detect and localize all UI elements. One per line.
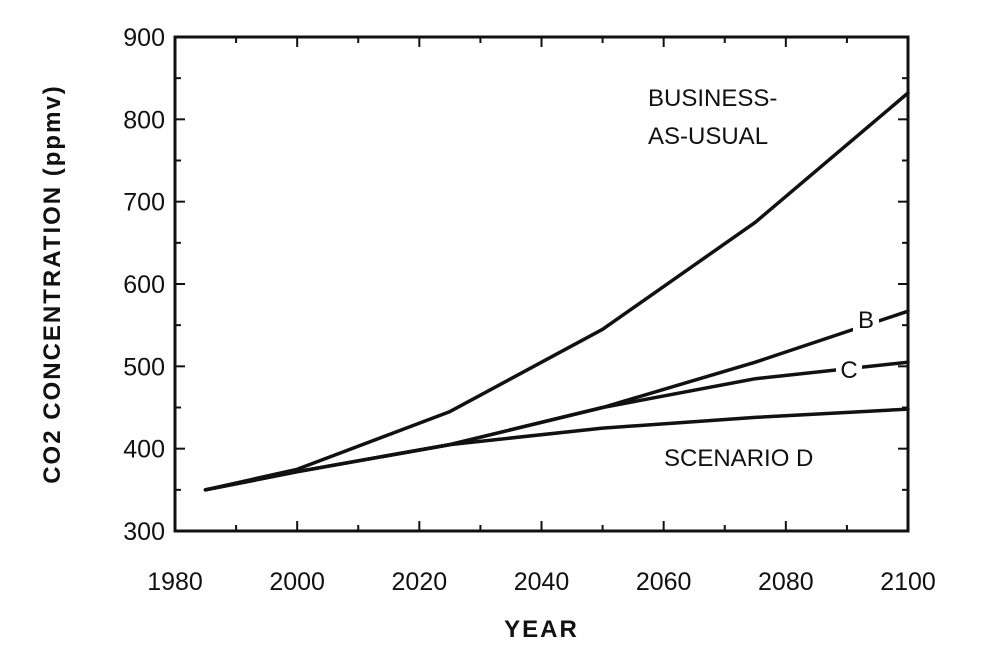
x-axis-title: YEAR xyxy=(504,616,579,643)
y-tick-label: 600 xyxy=(123,271,165,299)
series-line-scenario-d xyxy=(203,407,910,492)
x-tick-label: 2100 xyxy=(880,568,936,596)
series-line-business-as-usual xyxy=(203,91,910,492)
series-layer xyxy=(203,91,910,492)
x-tick-label: 2080 xyxy=(758,568,814,596)
annotation-bau2: AS-USUAL xyxy=(648,123,768,150)
ticks-layer: 300 400 500 600 700 800 900 1980 2000 2020 2040 206… xyxy=(123,24,936,596)
x-tick-label: 1980 xyxy=(147,568,203,596)
label-knockout xyxy=(836,358,862,388)
annotation-bau1: BUSINESS- xyxy=(648,85,777,112)
annotation-c: C xyxy=(840,357,857,384)
x-tick-label: 2060 xyxy=(636,568,692,596)
y-tick-label: 300 xyxy=(123,518,165,546)
annotation-d: SCENARIO D xyxy=(664,445,813,472)
label-knockout xyxy=(853,308,879,338)
y-tick-label: 700 xyxy=(123,189,165,217)
x-tick-label: 2040 xyxy=(514,568,570,596)
y-axis-title: CO2 CONCENTRATION (ppmv) xyxy=(39,84,66,484)
labels-layer: BUSINESS- AS-USUAL BC SCENARIO D xyxy=(648,85,879,472)
y-tick-label: 400 xyxy=(123,436,165,464)
x-tick-label: 2020 xyxy=(392,568,448,596)
plot-frame xyxy=(173,35,910,533)
annotation-b: B xyxy=(858,307,874,334)
x-tick-label: 2000 xyxy=(269,568,325,596)
y-tick-label: 900 xyxy=(123,24,165,52)
y-tick-label: 500 xyxy=(123,353,165,381)
y-tick-label: 800 xyxy=(123,106,165,134)
